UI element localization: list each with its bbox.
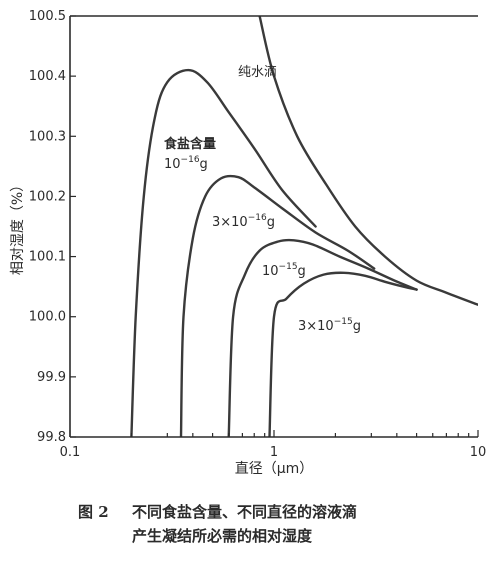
chart: 99.8 99.9 100.0 100.1 100.2 100.3 100.4 100.5 0.… [10,9,486,477]
salt-1e-15-curve [227,238,418,437]
x-axis-title: 直径（μm） [235,460,314,477]
y-tick-label: 99.8 [37,430,66,445]
y-tick-label: 100.3 [29,129,66,144]
salt-3e-16-curve [179,174,376,437]
caption-line-2: 产生凝结所必需的相对湿度 [132,527,313,545]
label-1e-16: 10−16g [164,155,208,172]
salt-3e-15-curve [268,271,418,437]
plot-area [130,16,478,437]
pure-water-curve [258,16,478,306]
y-tick-label: 100.1 [29,250,66,265]
y-tick-label: 100.4 [29,69,66,84]
salt-content-label: 食盐含量 [164,136,216,152]
x-tick-label: 0.1 [60,445,81,460]
label-1e-15: 10−15g [262,262,306,279]
salt-1e-16-curve [130,68,317,437]
axes: 99.8 99.9 100.0 100.1 100.2 100.3 100.4 100.5 0.… [10,9,486,477]
y-tick-label: 100.0 [29,310,66,325]
y-tick-label: 100.2 [29,189,66,204]
label-3e-16: 3×10−16g [212,213,275,230]
label-3e-15: 3×10−15g [298,317,361,334]
figure-number: 图 2 [78,503,109,521]
y-axis-title: 相对湿度（%） [10,178,26,275]
x-tick-label: 1 [270,445,278,460]
figure-caption: 图 2 不同食盐含量、不同直径的溶液滴 产生凝结所必需的相对湿度 [78,500,498,548]
pure-water-label: 纯水滴 [238,64,277,80]
y-tick-label: 99.9 [37,370,66,385]
y-tick-label: 100.5 [29,9,66,24]
caption-line-1: 不同食盐含量、不同直径的溶液滴 [132,503,358,521]
x-tick-label: 10 [470,445,487,460]
